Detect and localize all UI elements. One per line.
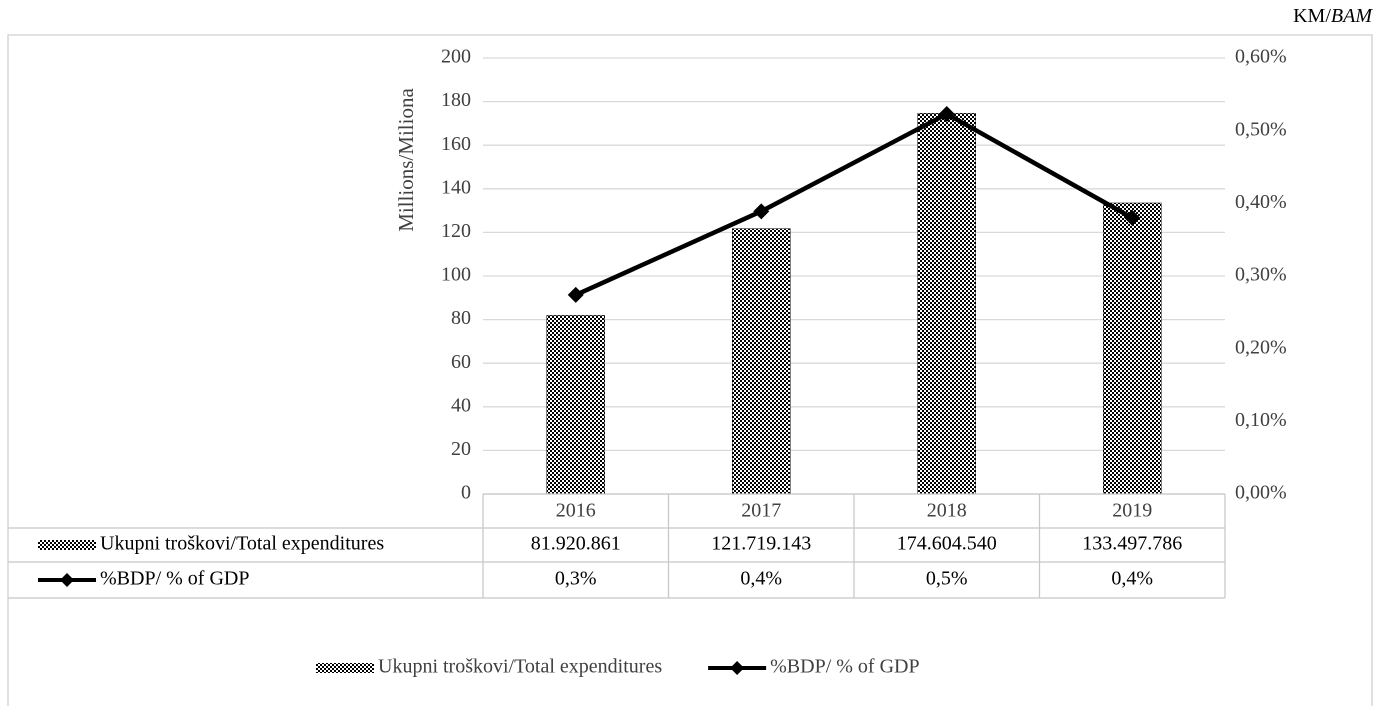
bar xyxy=(546,315,605,495)
chart-frame xyxy=(7,34,1373,706)
y-tick-label: 40 xyxy=(451,394,471,416)
table-legend-key-marker xyxy=(60,573,74,587)
table-value: 0,4% xyxy=(740,568,782,590)
table-value: 174.604.540 xyxy=(897,533,997,555)
line xyxy=(574,111,1134,297)
x-tick-label: 2017 xyxy=(741,500,781,522)
y-tick-label: 20 xyxy=(451,438,471,460)
table-value: 121.719.143 xyxy=(711,533,811,555)
table-value: 133.497.786 xyxy=(1082,533,1182,555)
line-marker xyxy=(567,286,584,303)
bar xyxy=(1103,202,1162,495)
line-marker xyxy=(753,203,770,220)
y-tick-label: 140 xyxy=(441,176,471,198)
table-value: 0,4% xyxy=(1111,568,1153,590)
table-value: 0,3% xyxy=(555,568,597,590)
y2-tick-label: 0,20% xyxy=(1235,336,1287,358)
unit-label: KM/BAM xyxy=(1293,5,1373,27)
legend-key xyxy=(316,663,374,673)
y2-tick-label: 0,00% xyxy=(1235,482,1287,504)
y2-tick-label: 0,60% xyxy=(1235,46,1287,68)
x-tick-label: 2018 xyxy=(927,500,967,522)
y-tick-label: 100 xyxy=(441,264,471,286)
legend-label: Ukupni troškovi/Total expenditures xyxy=(378,656,662,678)
line-marker xyxy=(938,105,955,122)
bar xyxy=(917,113,976,495)
y-tick-label: 80 xyxy=(451,307,471,329)
table-value: 81.920.861 xyxy=(531,533,621,555)
y2-tick-label: 0,30% xyxy=(1235,264,1287,286)
x-tick-label: 2016 xyxy=(556,500,596,522)
y-tick-label: 200 xyxy=(441,46,471,68)
y-tick-label: 180 xyxy=(441,89,471,111)
table-row-label: Ukupni troškovi/Total expenditures xyxy=(100,533,384,555)
y-tick-label: 0 xyxy=(461,482,471,504)
table-value: 0,5% xyxy=(926,568,968,590)
bar xyxy=(732,228,791,495)
line-marker xyxy=(1124,209,1141,226)
table-row-label: %BDP/ % of GDP xyxy=(100,568,249,590)
y-tick-label: 120 xyxy=(441,220,471,242)
legend-key-marker xyxy=(730,661,745,675)
unit-label-italic: BAM xyxy=(1331,5,1373,27)
unit-label-main: KM/ xyxy=(1293,5,1331,27)
y2-tick-label: 0,50% xyxy=(1235,118,1287,140)
y-axis-label: Millions/Miliona xyxy=(394,88,418,232)
table-legend-key xyxy=(38,540,96,550)
x-tick-label: 2019 xyxy=(1112,500,1152,522)
y2-tick-label: 0,40% xyxy=(1235,191,1287,213)
legend-label: %BDP/ % of GDP xyxy=(770,656,919,678)
y2-tick-label: 0,10% xyxy=(1235,409,1287,431)
y-tick-label: 60 xyxy=(451,351,471,373)
y-tick-label: 160 xyxy=(441,133,471,155)
